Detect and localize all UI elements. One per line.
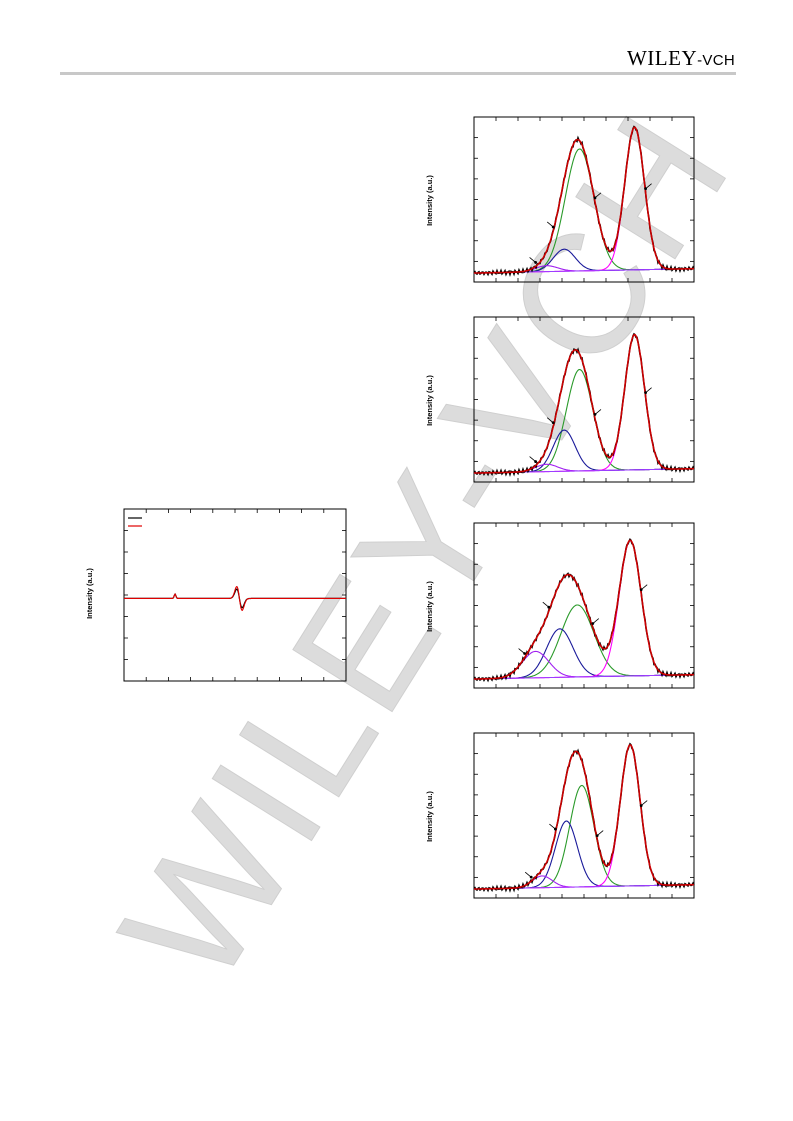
annotation-arrowhead <box>639 804 643 807</box>
y-axis-label: Intensity (a.u.) <box>424 791 434 842</box>
plot-frame <box>123 508 347 682</box>
annotation-arrowhead <box>551 421 555 425</box>
annotation-arrowhead <box>547 605 551 609</box>
chart-epr: Intensity (a.u.) <box>85 505 350 685</box>
annotation-arrowhead <box>644 187 647 191</box>
y-axis-label: Intensity (a.u.) <box>424 175 434 226</box>
annotation-arrowhead <box>644 391 647 395</box>
component-peak-line <box>473 784 694 890</box>
chart-xps-1: Intensity (a.u.) <box>425 112 700 290</box>
y-axis-label: Intensity (a.u.) <box>424 581 434 632</box>
annotation-arrowhead <box>534 460 537 463</box>
chart-xps-3: Intensity (a.u.) <box>425 518 700 696</box>
brand-main: WILEY <box>626 46 698 70</box>
fit-envelope-line <box>473 126 695 274</box>
annotation-arrowhead <box>639 588 643 592</box>
annotation-arrowhead <box>593 196 597 200</box>
brand-sub: -VCH <box>697 52 735 69</box>
fit-envelope-line <box>473 333 695 474</box>
measured-line <box>473 332 695 478</box>
annotation-arrowhead <box>554 827 557 831</box>
component-peak-line <box>473 820 694 890</box>
annotation-arrowhead <box>593 413 597 416</box>
component-peak-line <box>473 369 694 474</box>
plot-frame <box>473 316 695 483</box>
fit-envelope-line <box>473 743 695 890</box>
component-peak-line <box>473 148 695 274</box>
plot-frame <box>473 116 695 283</box>
plot-frame <box>473 522 695 689</box>
annotation-arrowhead <box>595 834 599 838</box>
annotation-arrowhead <box>529 875 533 879</box>
series-line-red <box>124 585 346 611</box>
annotation-arrowhead <box>591 622 595 625</box>
annotation-arrowhead <box>534 261 537 264</box>
plot-frame <box>473 732 695 899</box>
y-axis-label: Intensity (a.u.) <box>424 375 434 426</box>
chart-xps-2: Intensity (a.u.) <box>425 312 700 490</box>
header-rule <box>60 72 736 75</box>
component-peak-line <box>473 334 695 474</box>
publisher-logo: WILEY-VCH <box>627 46 735 71</box>
annotation-arrowhead <box>551 225 555 229</box>
fit-envelope-line <box>473 539 695 680</box>
chart-xps-4: Intensity (a.u.) <box>425 728 700 906</box>
baseline-line <box>473 674 694 680</box>
y-axis-label: Intensity (a.u.) <box>84 568 94 619</box>
annotation-arrowhead <box>523 652 526 655</box>
